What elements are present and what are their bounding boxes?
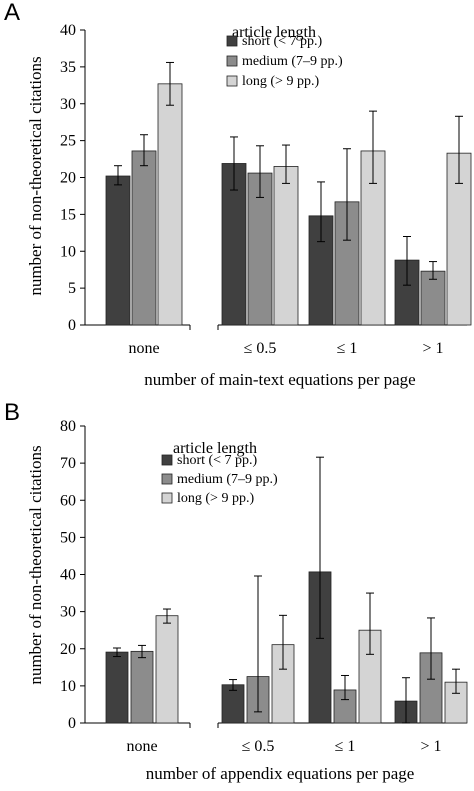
panel-a-legend-swatch (226, 55, 238, 67)
panel-b-y-tick-label: 70 (60, 455, 76, 472)
panel-a-y-tick-label: 35 (60, 59, 76, 76)
panel-a-x-tick-label: > 1 (422, 340, 443, 357)
panel-a-x-axis-title: number of main-text equations per page (144, 370, 415, 389)
panel-b: B number of non-theoretical citations nu… (4, 399, 468, 783)
panel-b-y-tick-label: 10 (60, 678, 76, 695)
panel-a-bar (157, 83, 183, 326)
panel-a-y-tick-label: 10 (60, 243, 76, 260)
panel-b-legend-entry: medium (7–9 pp.) (177, 472, 278, 487)
panel-a-bar (273, 166, 299, 326)
panel-b-legend-swatch (161, 454, 173, 466)
panel-b-x-tick-label: ≤ 0.5 (242, 738, 275, 755)
panel-a-legend-entry: medium (7–9 pp.) (242, 54, 343, 69)
panel-a-x-tick-label: ≤ 1 (337, 340, 358, 357)
panel-a-bar (247, 172, 273, 326)
panel-letter-b: B (4, 399, 20, 426)
panel-a-legend-swatch (226, 35, 238, 47)
panel-b-legend-swatch (161, 492, 173, 504)
panel-b-y-tick-label: 20 (60, 641, 76, 658)
panel-a-x-tick-label: ≤ 0.5 (244, 340, 277, 357)
panel-b-bar (155, 615, 179, 724)
panel-b-y-tick-label: 40 (60, 567, 76, 584)
panel-b-legend-title: article length (173, 440, 257, 457)
panel-b-x-tick-label: > 1 (420, 738, 441, 755)
panel-b-y-tick-label: 0 (68, 715, 76, 732)
panel-a-legend-swatch (226, 75, 238, 87)
panel-a-y-tick-label: 0 (68, 317, 76, 334)
panel-a-y-tick-label: 5 (68, 280, 76, 297)
panel-a-legend-entry: long (> 9 pp.) (242, 74, 319, 89)
panel-a: A number of non-theoretical citations nu… (4, 0, 472, 389)
panel-b-y-tick-label: 30 (60, 604, 76, 621)
panel-b-x-tick-label: none (126, 738, 157, 755)
panel-b-bar (130, 650, 154, 724)
panel-b-y-axis-title: number of non-theoretical citations (26, 445, 45, 684)
panel-a-y-axis-title: number of non-theoretical citations (26, 56, 45, 295)
panel-a-bar (221, 163, 247, 326)
panel-a-legend-entry: short (< 7 pp.) (242, 34, 323, 49)
panel-a-bar (420, 270, 446, 326)
panel-letter-a: A (4, 0, 20, 26)
panel-b-legend-swatch (161, 473, 173, 485)
panel-b-y-tick-label: 80 (60, 418, 76, 435)
panel-a-x-tick-label: none (128, 340, 159, 357)
panel-a-y-tick-label: 15 (60, 206, 76, 223)
panel-b-y-tick-label: 60 (60, 492, 76, 509)
panel-b-legend-entry: short (< 7 pp.) (177, 453, 258, 468)
panel-a-bar (131, 150, 157, 326)
panel-a-bar (105, 175, 131, 326)
panel-b-legend-entry: long (> 9 pp.) (177, 491, 254, 506)
panel-a-legend-title: article length (232, 24, 316, 41)
panel-a-y-tick-label: 25 (60, 133, 76, 150)
panel-a-y-tick-label: 20 (60, 170, 76, 187)
panel-b-x-axis-title: number of appendix equations per page (146, 764, 415, 783)
panel-b-x-tick-label: ≤ 1 (335, 738, 356, 755)
panel-b-bar (105, 651, 129, 724)
panel-a-y-tick-label: 40 (60, 22, 76, 39)
panel-a-y-tick-label: 30 (60, 96, 76, 113)
panel-b-y-tick-label: 50 (60, 529, 76, 546)
